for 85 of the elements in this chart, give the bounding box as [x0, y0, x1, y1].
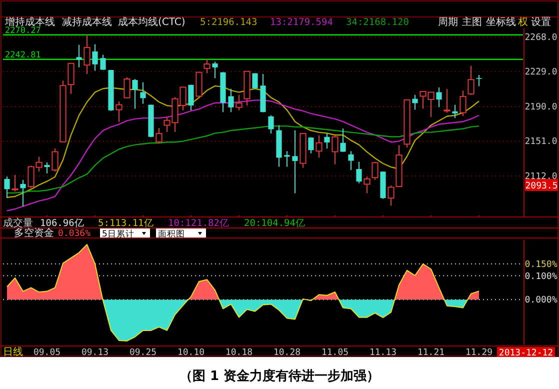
y-tick-label: 0.100%: [524, 272, 558, 282]
candlestick: [4, 176, 10, 199]
candlestick: [196, 72, 202, 98]
candlestick: [76, 44, 82, 68]
x-tick-label: 11.29: [465, 348, 493, 358]
candlestick: [20, 179, 26, 207]
ref-line-label: 2242.81: [5, 50, 41, 60]
candlestick: [68, 62, 74, 94]
y-tick-label: 2229.0: [524, 68, 558, 78]
text: 减持成本线: [62, 16, 112, 28]
text: 权: [517, 16, 528, 28]
candlestick: [308, 136, 314, 154]
text: 2013-12-12: [498, 348, 554, 358]
text: 10:121.82亿: [168, 218, 230, 229]
candlestick: [252, 72, 258, 90]
chart-title: 多空资金: [14, 227, 54, 239]
x-tick-label: 11.21: [417, 348, 445, 358]
candlestick: [340, 128, 346, 152]
candlestick: [268, 114, 274, 134]
candlestick: [364, 176, 370, 194]
candlestick: [324, 133, 330, 149]
candlestick: [236, 94, 242, 111]
candlestick: [44, 162, 50, 174]
candlestick: [412, 94, 418, 110]
y-tick-label: 0.000%: [524, 296, 558, 306]
candlestick: [284, 150, 290, 168]
candlestick: [460, 90, 466, 117]
y-tick-label: 2112.0: [524, 172, 558, 182]
candlestick: [116, 100, 122, 122]
candlestick: [356, 161, 362, 184]
candlestick: [348, 150, 354, 171]
candlestick: [436, 87, 442, 108]
x-tick-label: 09.25: [129, 348, 157, 358]
text: 0.036%: [58, 229, 92, 239]
text: 106.96亿: [40, 218, 84, 229]
y-tick-label: 2190.0: [524, 102, 558, 112]
text: 面积图: [158, 230, 185, 240]
candlestick: [188, 84, 194, 111]
legend-title: 成本均线(CTC): [118, 16, 186, 28]
text: 周期: [438, 16, 458, 28]
text: 5:113.11亿: [98, 218, 154, 229]
candlestick: [332, 134, 338, 165]
text: 坐标线: [486, 16, 516, 28]
x-tick-label: 11.13: [369, 348, 397, 358]
text: 增持成本线: [4, 16, 55, 28]
text: 2093.5: [525, 182, 558, 192]
x-tick-label: 09.13: [81, 348, 109, 358]
text: 20:104.94亿: [244, 218, 306, 229]
candlestick: [84, 34, 90, 74]
candlestick: [372, 161, 378, 180]
text: 13:2179.594: [270, 17, 334, 28]
candlestick: [316, 134, 322, 158]
candlestick: [124, 76, 130, 98]
text: 成交量: [3, 217, 33, 229]
candlestick: [292, 130, 298, 194]
x-tick-label: 10.28: [273, 348, 301, 358]
candlestick: [476, 74, 482, 87]
candlestick: [100, 54, 106, 70]
candlestick: [212, 61, 218, 79]
text: 设置: [531, 16, 551, 28]
text: 主图: [462, 16, 482, 28]
candlestick: [468, 65, 474, 96]
x-tick-label: 11.05: [321, 348, 349, 358]
text: 5日累计: [102, 228, 134, 240]
y-tick-label: 0.150%: [524, 260, 558, 270]
text: 34:2168.120: [346, 17, 410, 28]
text: 5:2196.143: [200, 17, 258, 28]
candlestick: [12, 174, 18, 192]
candlestick: [52, 148, 58, 172]
text: 日线: [3, 346, 23, 358]
candlestick: [156, 127, 162, 144]
candlestick: [228, 88, 234, 113]
ref-line-label: 2270.27: [5, 26, 41, 36]
candlestick: [444, 88, 450, 114]
x-tick-label: 10.18: [225, 348, 253, 358]
candlestick: [132, 78, 138, 110]
candlestick: [140, 82, 146, 104]
candlestick: [92, 44, 98, 72]
candlestick: [204, 58, 210, 74]
candlestick: [452, 104, 458, 119]
y-tick-label: 2151.0: [524, 137, 558, 148]
text: （图 1 资金力度有待进一步加强）: [179, 368, 380, 384]
x-tick-label: 09.05: [33, 348, 61, 358]
x-tick-label: 10.10: [177, 348, 205, 358]
y-tick-label: 2268.0: [524, 32, 558, 43]
